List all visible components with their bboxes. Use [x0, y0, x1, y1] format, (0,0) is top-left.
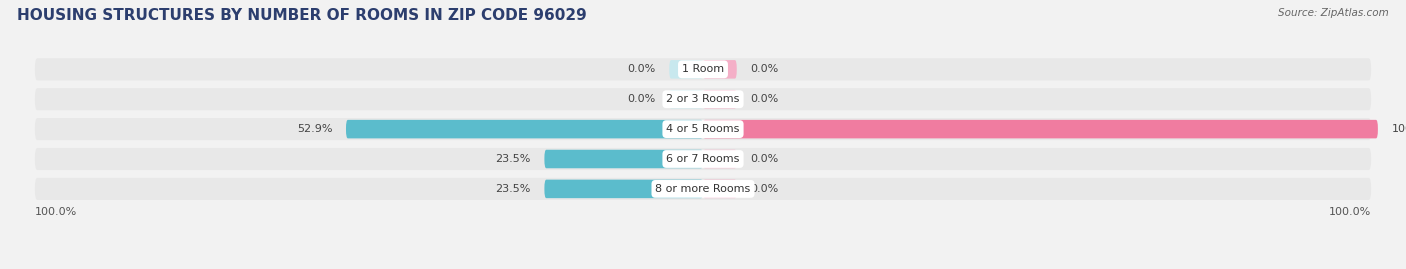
Text: 52.9%: 52.9%	[297, 124, 332, 134]
Text: 4 or 5 Rooms: 4 or 5 Rooms	[666, 124, 740, 134]
Text: 100.0%: 100.0%	[1329, 207, 1371, 217]
FancyBboxPatch shape	[35, 58, 1371, 80]
Text: 0.0%: 0.0%	[627, 64, 655, 74]
FancyBboxPatch shape	[35, 178, 1371, 200]
FancyBboxPatch shape	[669, 90, 703, 108]
Text: 0.0%: 0.0%	[751, 184, 779, 194]
FancyBboxPatch shape	[35, 88, 1371, 110]
FancyBboxPatch shape	[35, 118, 1371, 140]
Text: 2 or 3 Rooms: 2 or 3 Rooms	[666, 94, 740, 104]
FancyBboxPatch shape	[703, 120, 1378, 138]
Text: 23.5%: 23.5%	[495, 154, 531, 164]
Text: 1 Room: 1 Room	[682, 64, 724, 74]
FancyBboxPatch shape	[703, 90, 737, 108]
FancyBboxPatch shape	[703, 180, 737, 198]
Text: 100.0%: 100.0%	[1392, 124, 1406, 134]
Text: 8 or more Rooms: 8 or more Rooms	[655, 184, 751, 194]
Text: 0.0%: 0.0%	[751, 64, 779, 74]
Text: 100.0%: 100.0%	[35, 207, 77, 217]
Text: 0.0%: 0.0%	[751, 154, 779, 164]
Text: Source: ZipAtlas.com: Source: ZipAtlas.com	[1278, 8, 1389, 18]
FancyBboxPatch shape	[544, 180, 703, 198]
Text: 6 or 7 Rooms: 6 or 7 Rooms	[666, 154, 740, 164]
FancyBboxPatch shape	[703, 60, 737, 79]
FancyBboxPatch shape	[544, 150, 703, 168]
Text: 23.5%: 23.5%	[495, 184, 531, 194]
FancyBboxPatch shape	[669, 60, 703, 79]
Text: 0.0%: 0.0%	[627, 94, 655, 104]
Text: 0.0%: 0.0%	[751, 94, 779, 104]
FancyBboxPatch shape	[346, 120, 703, 138]
FancyBboxPatch shape	[35, 148, 1371, 170]
Text: HOUSING STRUCTURES BY NUMBER OF ROOMS IN ZIP CODE 96029: HOUSING STRUCTURES BY NUMBER OF ROOMS IN…	[17, 8, 586, 23]
FancyBboxPatch shape	[703, 150, 737, 168]
